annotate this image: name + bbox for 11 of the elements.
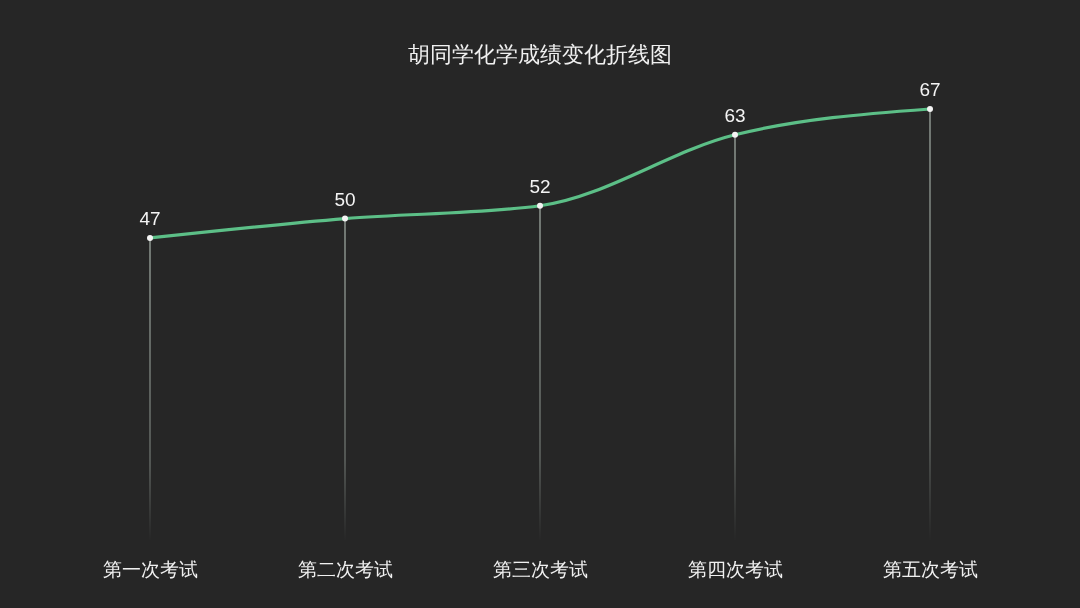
data-label: 52 [529,175,551,197]
x-tick-label: 第二次考试 [297,559,393,580]
data-label: 50 [334,188,356,210]
title: 胡同学化学成绩变化折线图 [408,42,672,67]
x-tick-label: 第三次考试 [492,559,588,580]
x-tick-label: 第四次考试 [687,559,783,580]
data-label: 67 [919,79,941,100]
x-tick-label: 第五次考试 [882,559,978,580]
x-tick-label: 第一次考试 [102,559,198,580]
data-label: 63 [724,104,746,126]
data-label: 47 [139,207,161,229]
